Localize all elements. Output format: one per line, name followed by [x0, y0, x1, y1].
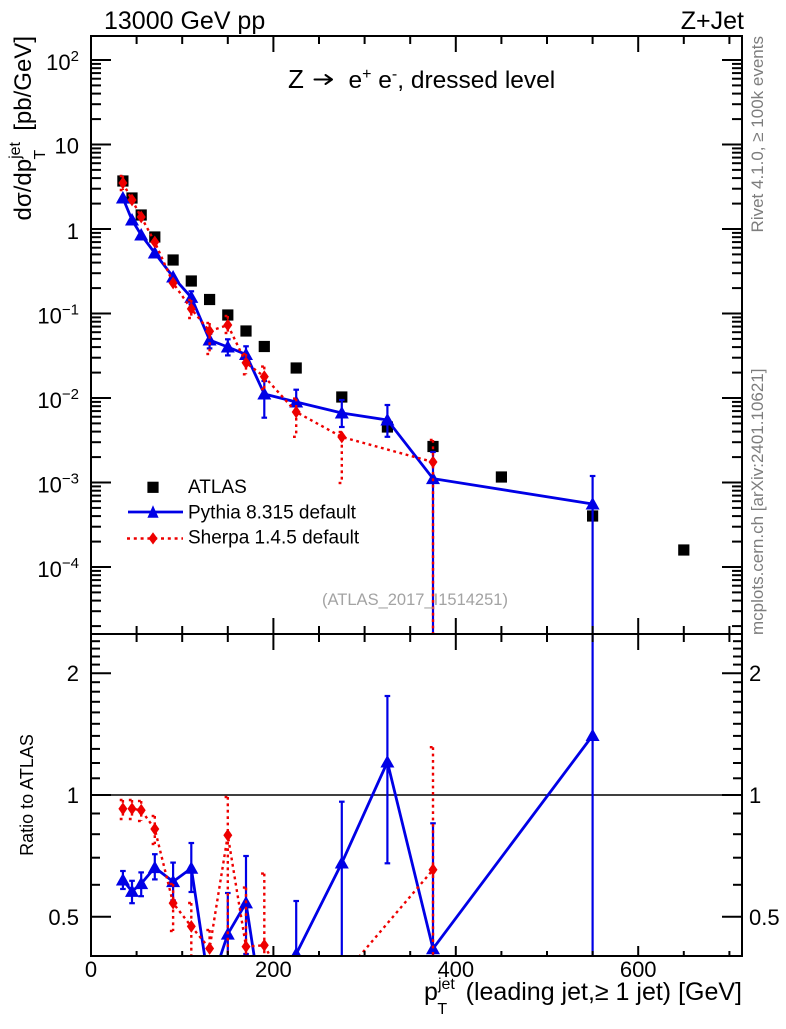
svg-text:10−1: 10−1 [37, 302, 79, 329]
svg-text:Sherpa 1.4.5 default: Sherpa 1.4.5 default [188, 528, 360, 549]
svg-text:1: 1 [67, 219, 79, 244]
svg-text:Rivet 4.1.0, ≥ 100k events: Rivet 4.1.0, ≥ 100k events [748, 36, 767, 232]
svg-text:0: 0 [85, 957, 97, 982]
svg-text:(ATLAS_2017_I1514251): (ATLAS_2017_I1514251) [322, 591, 508, 609]
svg-text:600: 600 [620, 957, 657, 982]
svg-text:1: 1 [749, 783, 761, 808]
svg-text:Z: Z [288, 64, 304, 94]
svg-text:1: 1 [67, 783, 79, 808]
svg-text:Pythia 8.315 default: Pythia 8.315 default [188, 502, 357, 523]
svg-text:mcplots.cern.ch [arXiv:2401.10: mcplots.cern.ch [arXiv:2401.10621] [748, 369, 767, 635]
svg-text:Ratio to ATLAS: Ratio to ATLAS [17, 734, 37, 856]
svg-text:10: 10 [55, 134, 79, 159]
svg-text:13000 GeV pp: 13000 GeV pp [104, 7, 265, 35]
svg-text:2: 2 [67, 661, 79, 686]
svg-text:2: 2 [749, 661, 761, 686]
svg-text:e+ e-, dressed level: e+ e-, dressed level [349, 66, 556, 94]
svg-text:200: 200 [255, 957, 292, 982]
svg-text:0.5: 0.5 [48, 905, 79, 930]
svg-text:0.5: 0.5 [749, 905, 780, 930]
svg-text:Z+Jet: Z+Jet [681, 7, 744, 35]
svg-text:400: 400 [437, 957, 474, 982]
svg-text:ATLAS: ATLAS [188, 477, 247, 498]
